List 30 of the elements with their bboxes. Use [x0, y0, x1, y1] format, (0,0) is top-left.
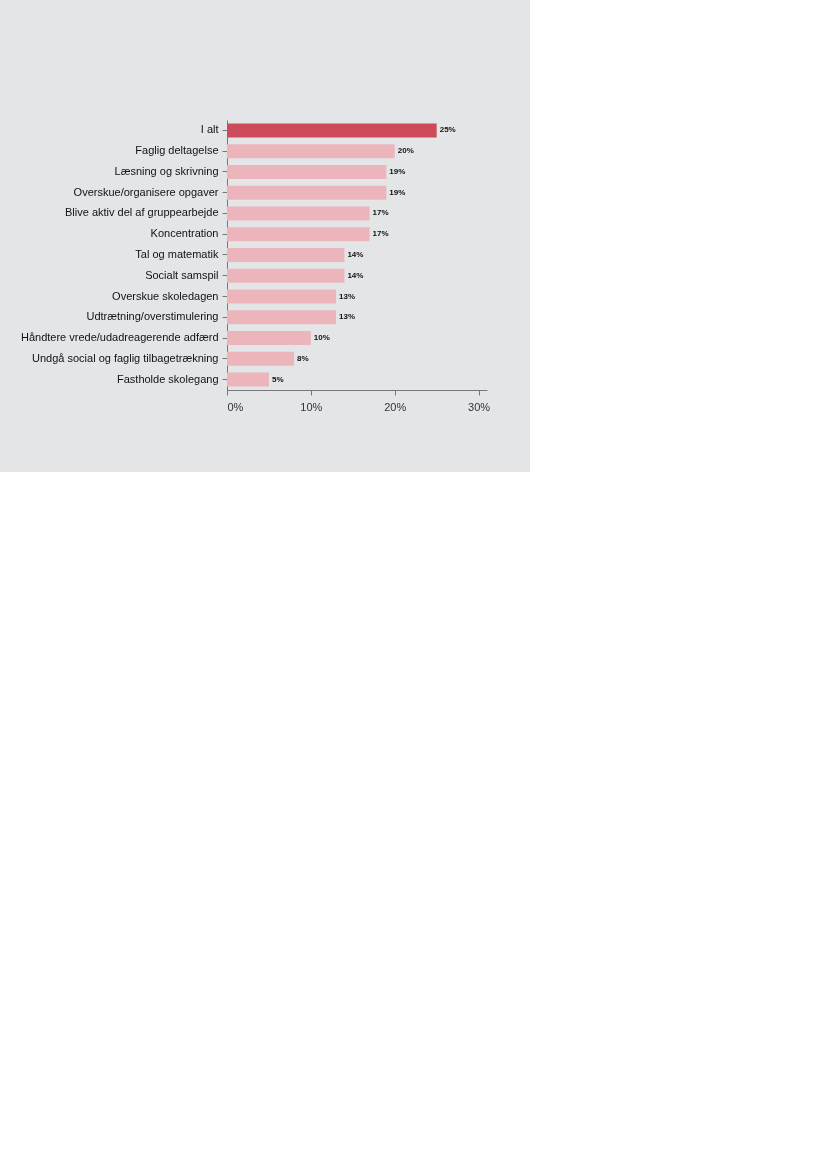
data-label: 17% — [372, 229, 389, 239]
y-tick-label: Blive aktiv del af gruppearbejde — [65, 206, 219, 219]
y-tick-label: Overskue/organisere opgaver — [73, 185, 219, 198]
x-tick-label: 10% — [300, 400, 323, 413]
data-label: 13% — [339, 312, 356, 322]
y-tick-label: Læsning og skrivning — [114, 164, 219, 177]
y-tick-label: Overskue skoledagen — [112, 289, 219, 302]
y-tick-label: Faglig deltagelse — [135, 144, 219, 157]
data-label: 14% — [347, 250, 364, 259]
y-tick-label: Socialt samspil — [145, 268, 219, 281]
data-label: 13% — [339, 291, 356, 301]
x-tick-label: 0% — [227, 400, 244, 413]
y-tick-label: Tal og matematik — [135, 248, 219, 260]
data-label: 19% — [389, 166, 406, 176]
data-label: 25% — [439, 125, 456, 135]
data-label: 14% — [347, 270, 364, 280]
y-tick-label: Undgå social og faglig tilbagetrækning — [31, 351, 219, 364]
y-tick-label: Udtrætning/overstimulering — [86, 310, 219, 323]
y-tick-label: Koncentration — [150, 227, 219, 240]
data-label: 5% — [271, 374, 284, 384]
data-label: 20% — [397, 146, 414, 156]
y-tick-label: Håndtere vrede/udadreagerende adfærd — [20, 331, 219, 344]
y-tick-label: Fastholde skolegang — [116, 372, 219, 385]
y-tick-label: I alt — [200, 123, 219, 136]
data-label: 10% — [313, 333, 330, 343]
x-tick-label: 30% — [468, 400, 491, 413]
data-label: 8% — [297, 353, 309, 363]
data-label: 19% — [389, 187, 406, 197]
data-label: 17% — [372, 208, 389, 218]
x-tick-label: 20% — [384, 400, 407, 413]
